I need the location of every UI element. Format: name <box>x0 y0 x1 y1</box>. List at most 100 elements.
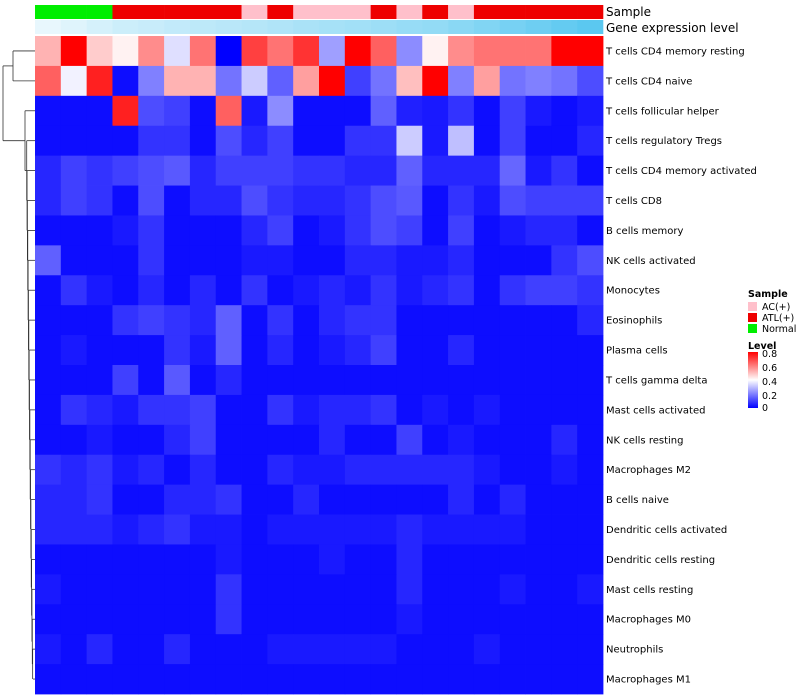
heatmap-cell <box>164 454 191 486</box>
heatmap-cell <box>448 514 475 545</box>
heatmap-cell <box>293 125 320 157</box>
heatmap-cell <box>370 95 397 127</box>
heatmap-cell <box>60 36 88 67</box>
heatmap-cell <box>577 36 604 67</box>
heatmap-cell <box>267 335 294 366</box>
heatmap-cell <box>164 574 191 605</box>
heatmap-cell <box>112 155 139 186</box>
heatmap-cell <box>499 484 526 515</box>
heatmap-cell <box>577 454 604 486</box>
heatmap-cell <box>344 335 372 366</box>
row-label: T cells CD4 memory resting <box>605 46 745 57</box>
legend-tick-0: 0 <box>762 403 768 414</box>
heatmap-cell <box>396 454 423 486</box>
heatmap-cell <box>319 424 346 456</box>
heatmap-cell <box>551 424 578 456</box>
heatmap-cell <box>525 634 552 665</box>
heatmap-cell <box>293 544 320 575</box>
sample-annotation-cell <box>60 5 87 19</box>
heatmap-cell <box>319 155 346 186</box>
heatmap-cell <box>525 155 552 186</box>
heatmap-cell <box>60 604 88 635</box>
heatmap-cell <box>267 95 294 127</box>
heatmap-cell <box>86 335 113 366</box>
heatmap-cell <box>215 275 242 306</box>
heatmap-cell <box>551 484 578 515</box>
heatmap-cell <box>499 125 526 157</box>
expression-annotation-cell <box>35 20 62 34</box>
heatmap-cell <box>473 185 501 216</box>
heatmap-cell <box>189 365 217 396</box>
heatmap-cell <box>215 424 242 456</box>
heatmap-cell <box>422 454 449 486</box>
heatmap-cell <box>525 95 552 127</box>
heatmap-cell <box>577 65 604 97</box>
heatmap-cell <box>293 245 320 276</box>
row-label: Macrophages M0 <box>606 615 691 626</box>
heatmap-cell <box>473 65 501 97</box>
expression-annotation-cell <box>499 20 526 34</box>
heatmap-cell <box>422 365 449 396</box>
heatmap-cell <box>370 365 397 396</box>
heatmap-cell <box>293 155 320 186</box>
heatmap-cell <box>215 245 242 276</box>
heatmap-cell <box>86 514 113 545</box>
heatmap-cell <box>189 484 217 515</box>
heatmap-cell <box>112 574 139 605</box>
heatmap-cell <box>241 454 268 486</box>
heatmap-cell <box>60 65 88 97</box>
heatmap-cell <box>138 634 165 665</box>
row-label: Plasma cells <box>606 346 668 357</box>
sample-annotation-label: Sample <box>606 5 651 19</box>
heatmap-cell <box>319 454 346 486</box>
heatmap-cell <box>86 544 113 575</box>
heatmap-cell <box>189 155 217 186</box>
heatmap-cell <box>577 604 604 635</box>
row-label: Monocytes <box>606 286 660 297</box>
heatmap-cell <box>112 185 139 216</box>
heatmap-cell <box>112 514 139 545</box>
heatmap-cell <box>396 574 423 605</box>
heatmap-cell <box>215 365 242 396</box>
heatmap-cell <box>396 305 423 336</box>
expression-annotation-cell <box>164 20 191 34</box>
heatmap-cell <box>448 574 475 605</box>
heatmap-cell <box>86 95 113 127</box>
heatmap-cell <box>551 215 578 246</box>
sample-annotation-cell <box>370 5 397 19</box>
heatmap-cell <box>370 65 397 97</box>
row-label: Macrophages M1 <box>606 675 691 686</box>
heatmap-cell <box>241 275 268 306</box>
heatmap-cell <box>448 365 475 396</box>
heatmap-cell <box>86 424 113 456</box>
heatmap-cell <box>215 514 242 545</box>
heatmap-cell <box>551 245 578 276</box>
heatmap-cell <box>499 305 526 336</box>
sample-annotation-cell <box>525 5 552 19</box>
heatmap-cell <box>422 36 449 67</box>
legend-label-normal: Normal <box>762 324 796 335</box>
heatmap-cell <box>86 604 113 635</box>
heatmap-cell <box>267 185 294 216</box>
heatmap-cell <box>551 604 578 635</box>
heatmap-cell <box>396 95 423 127</box>
heatmap-cell <box>138 454 165 486</box>
heatmap-cell <box>319 604 346 635</box>
heatmap-cell <box>138 125 165 157</box>
heatmap-cell <box>189 394 217 426</box>
heatmap-cell <box>293 275 320 306</box>
legend-sample-title: Sample <box>748 289 788 300</box>
heatmap-cell <box>86 394 113 426</box>
heatmap-cell <box>267 155 294 186</box>
heatmap-cell <box>370 305 397 336</box>
heatmap-cell <box>267 394 294 426</box>
heatmap-cell <box>293 484 320 515</box>
heatmap-cell <box>499 95 526 127</box>
heatmap-cell <box>60 664 88 695</box>
heatmap-cell <box>551 664 578 695</box>
heatmap-cell <box>293 95 320 127</box>
heatmap-cell <box>422 514 449 545</box>
heatmap-cell <box>215 664 242 695</box>
heatmap-cell <box>577 155 604 186</box>
